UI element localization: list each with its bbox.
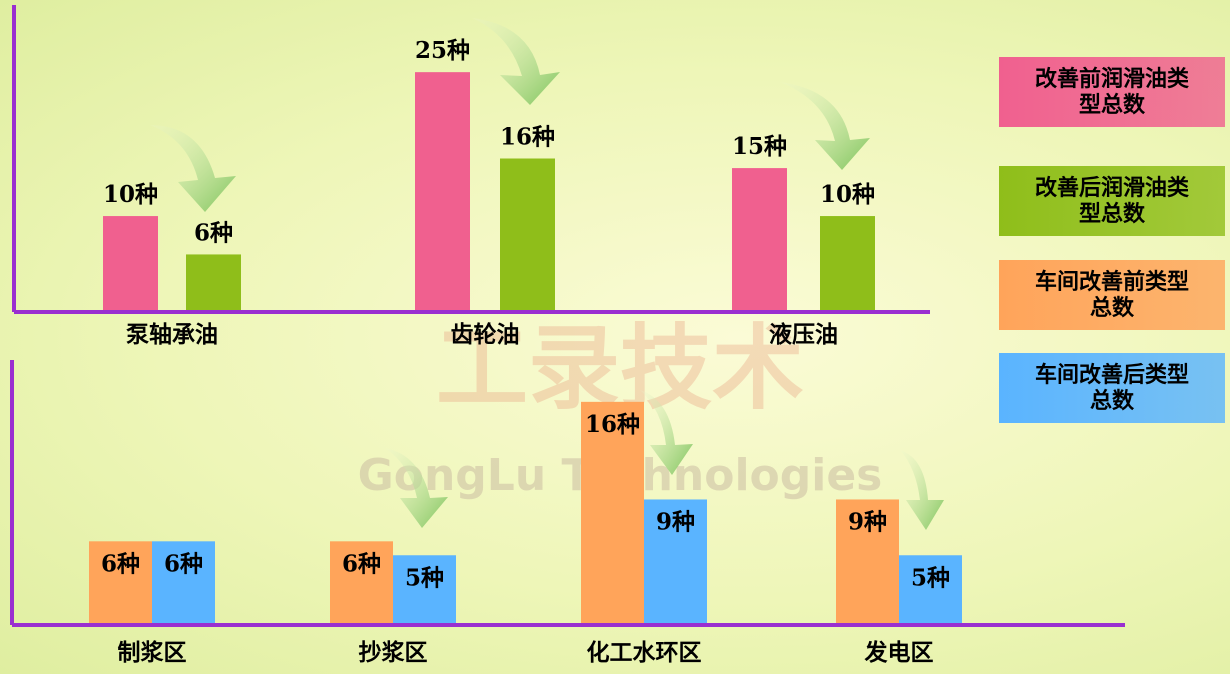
value-label: 16种 (585, 411, 640, 438)
legend-entry: 车间改善后类型总数 (999, 353, 1225, 423)
bar (186, 254, 241, 312)
value-label: 9种 (848, 508, 887, 535)
x-tick-label: 制浆区 (118, 639, 187, 666)
value-label: 25种 (415, 37, 470, 64)
legend-entry: 改善后润滑油类型总数 (999, 166, 1225, 236)
value-label: 9种 (656, 508, 695, 535)
legend-entry: 车间改善前类型总数 (999, 260, 1225, 330)
value-label: 5种 (405, 564, 444, 591)
value-label: 6种 (194, 219, 233, 246)
slide: 工录技术 GongLu Technologies 10种25种15种6种16种1… (0, 0, 1230, 674)
bar (500, 159, 555, 313)
x-tick-label: 泵轴承油 (126, 321, 218, 348)
value-label: 6种 (101, 550, 140, 577)
bar (103, 216, 158, 312)
value-label: 5种 (911, 564, 950, 591)
bar (415, 72, 470, 312)
value-label: 10种 (103, 181, 158, 208)
value-label: 6种 (342, 550, 381, 577)
value-label: 6种 (164, 550, 203, 577)
value-label: 10种 (820, 181, 875, 208)
x-tick-label: 化工水环区 (587, 639, 702, 666)
value-label: 16种 (500, 124, 555, 151)
x-tick-label: 液压油 (769, 321, 838, 348)
bar (820, 216, 875, 312)
x-tick-label: 抄浆区 (359, 639, 428, 666)
legend-entry: 改善前润滑油类型总数 (999, 57, 1225, 127)
x-tick-label: 发电区 (864, 639, 934, 666)
bar (732, 168, 787, 312)
value-label: 15种 (732, 133, 787, 160)
x-tick-label: 齿轮油 (451, 321, 520, 348)
